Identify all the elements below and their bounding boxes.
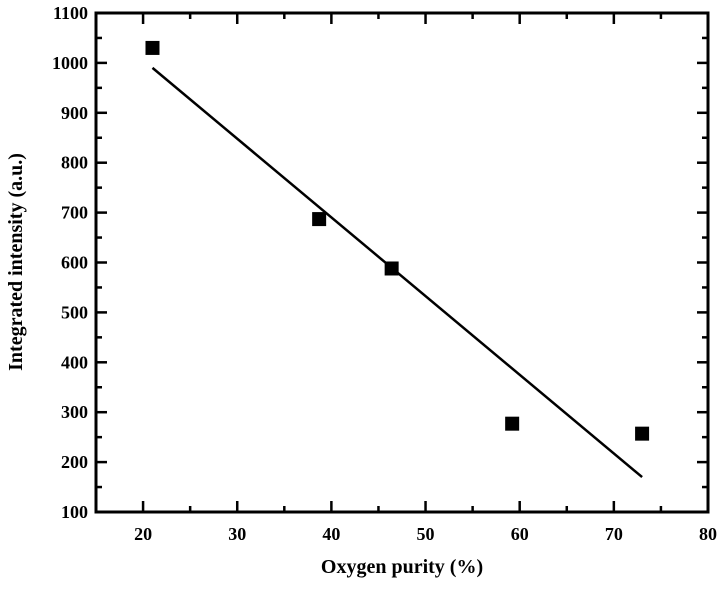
y-tick-label: 500 (61, 302, 88, 322)
plot-frame (94, 11, 710, 514)
y-tick-label: 800 (61, 153, 88, 173)
y-tick-label: 100 (61, 502, 88, 522)
y-axis-label: Integrated intensity (a.u.) (5, 153, 27, 371)
x-tick-label: 60 (511, 524, 529, 544)
data-point (145, 40, 160, 55)
x-tick-label: 70 (605, 524, 623, 544)
data-point (635, 426, 650, 441)
y-tick-label: 700 (61, 203, 88, 223)
x-tick-label: 20 (134, 524, 152, 544)
x-axis-label: Oxygen purity (%) (321, 556, 483, 578)
data-point (505, 416, 520, 431)
x-tick-label: 50 (417, 524, 435, 544)
y-tick-label: 300 (61, 402, 88, 422)
y-tick-label: 400 (61, 352, 88, 372)
x-tick-label: 80 (699, 524, 717, 544)
fit-line (151, 66, 643, 479)
y-tick-label: 1100 (53, 3, 88, 23)
y-tick-label: 900 (61, 103, 88, 123)
y-tick-label: 600 (61, 253, 88, 273)
x-tick-label: 40 (322, 524, 340, 544)
x-tick-label: 30 (228, 524, 246, 544)
data-point (312, 212, 327, 227)
y-tick-label: 200 (61, 452, 88, 472)
y-tick-label: 1000 (52, 53, 88, 73)
